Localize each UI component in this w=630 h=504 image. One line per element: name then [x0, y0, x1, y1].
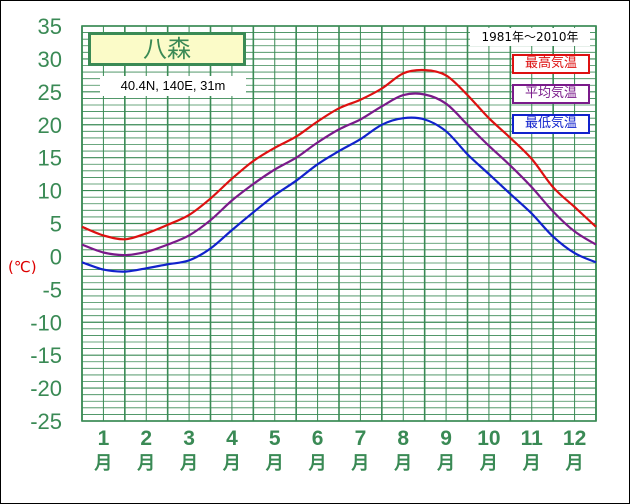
- legend-max-temp: 最高気温: [512, 54, 590, 74]
- x-tick-month-unit: 月: [479, 453, 498, 474]
- y-tick-label: -5: [42, 277, 62, 302]
- location-subtitle: 40.4N, 140E, 31m: [100, 76, 246, 96]
- y-tick-label: 30: [38, 47, 62, 72]
- y-tick-label: 0: [50, 244, 62, 269]
- x-tick-month-unit: 月: [436, 453, 455, 474]
- x-tick-month-unit: 月: [522, 453, 541, 474]
- y-tick-label: 15: [38, 146, 62, 171]
- x-tick-month-number: 10: [477, 427, 500, 450]
- y-tick-label: -15: [30, 343, 62, 368]
- x-tick-month-number: 4: [226, 427, 238, 450]
- legend-mean-temp: 平均気温: [512, 84, 590, 104]
- y-tick-label: 10: [38, 179, 62, 204]
- x-tick-month-unit: 月: [308, 453, 327, 474]
- x-tick-month-unit: 月: [136, 453, 155, 474]
- series-line-0: [81, 68, 597, 241]
- x-tick-month-number: 2: [140, 427, 152, 450]
- x-tick-month-unit: 月: [350, 453, 369, 474]
- x-tick-month-number: 9: [440, 427, 452, 450]
- x-tick-month-number: 7: [355, 427, 367, 450]
- x-tick-month-number: 12: [563, 427, 586, 450]
- y-tick-label: -20: [30, 376, 62, 401]
- y-tick-label: -10: [30, 310, 62, 335]
- series-lines: [81, 68, 597, 273]
- y-tick-labels: 35 30 25 20 15 10 5 0 -5 -10 -15 -20 -25: [30, 14, 62, 434]
- x-tick-month-number: 8: [397, 427, 409, 450]
- x-tick-month-number: 6: [312, 427, 324, 450]
- y-tick-label: 25: [38, 80, 62, 105]
- x-tick-month-unit: 月: [393, 453, 412, 474]
- x-tick-month-unit: 月: [93, 453, 112, 474]
- y-tick-label: 5: [50, 212, 62, 237]
- x-tick-month-number: 3: [183, 427, 195, 450]
- x-tick-month-number: 1: [98, 427, 110, 450]
- series-line-2: [81, 116, 597, 273]
- x-tick-month-unit: 月: [179, 453, 198, 474]
- y-tick-label: 35: [38, 14, 62, 39]
- x-tick-month-number: 5: [269, 427, 281, 450]
- x-tick-month-number: 11: [521, 427, 544, 450]
- y-axis-unit: (℃): [8, 258, 37, 276]
- plot-border: [81, 25, 597, 422]
- y-tick-label: 20: [38, 113, 62, 138]
- period-label: 1981年〜2010年: [470, 28, 590, 46]
- y-tick-label: -25: [30, 409, 62, 434]
- x-tick-month-unit: 月: [265, 453, 284, 474]
- legend-min-temp: 最低気温: [512, 114, 590, 134]
- series-line-1: [81, 92, 597, 257]
- x-tick-labels: 1 月 2 月 3 月 4 月 5 月 6 月 7 月 8 月 9 月 10 月 11 月 12 月: [93, 427, 586, 474]
- x-tick-month-unit: 月: [222, 453, 241, 474]
- x-tick-month-unit: 月: [565, 453, 584, 474]
- chart-title: 八森: [88, 32, 246, 66]
